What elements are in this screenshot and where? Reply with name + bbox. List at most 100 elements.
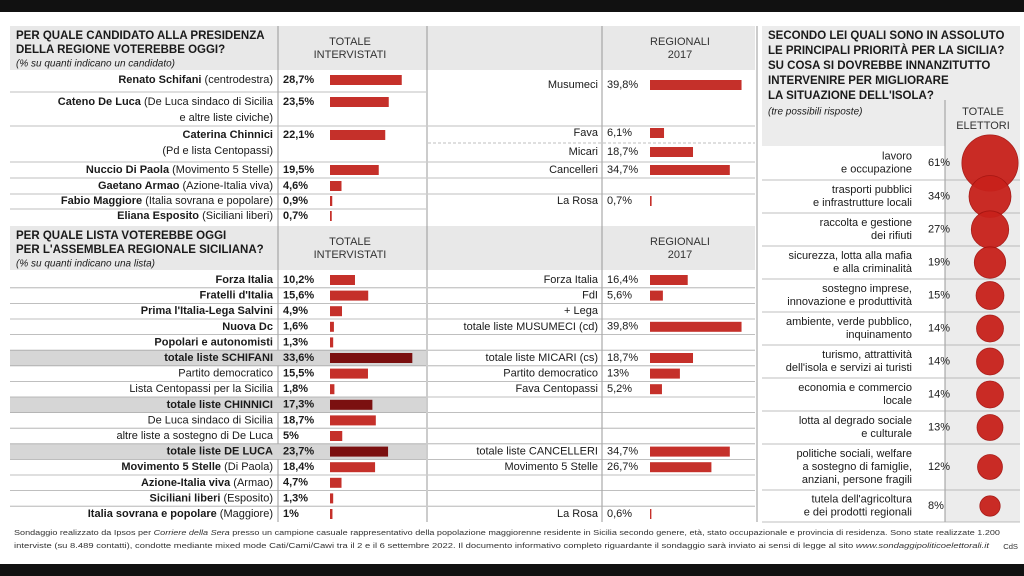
value-2017-label: 5,2% xyxy=(607,383,632,395)
row-label: Fratelli d'Italia xyxy=(199,290,273,302)
value-label: 0,7% xyxy=(283,210,308,222)
row-label-part: Fabio Maggiore xyxy=(61,195,142,207)
row-label-part: Popolari e autonomisti xyxy=(154,336,273,348)
column-header: REGIONALI xyxy=(650,236,710,248)
bar-2017 xyxy=(650,462,712,473)
value-label: 17,3% xyxy=(283,399,314,411)
value-2017-label: 18,7% xyxy=(607,146,638,158)
column-header: TOTALE xyxy=(329,236,371,248)
bar-2017 xyxy=(650,290,663,301)
row-2017-label: Fava Centopassi xyxy=(515,383,598,395)
column-header: ELETTORI xyxy=(956,120,1010,132)
priority-label: e culturale xyxy=(861,428,912,440)
bar xyxy=(330,165,379,175)
row-label-line2-part: (Pd e lista Centopassi) xyxy=(162,145,273,157)
priority-value-label: 12% xyxy=(928,461,950,473)
priority-label: lavoro xyxy=(882,150,912,162)
row-label-part: totale liste SCHIFANI xyxy=(164,352,273,364)
value-2017-label: 39,8% xyxy=(607,321,638,333)
priority-circle xyxy=(970,210,1010,249)
row-label: Nuova Dc xyxy=(222,321,273,333)
row-2017-label: Cancelleri xyxy=(549,164,598,176)
priority-label: dell'isola e servizi ai turisti xyxy=(786,362,912,374)
value-label: 1,3% xyxy=(283,336,308,348)
value-2017-label: 26,7% xyxy=(607,461,638,473)
bar-2017 xyxy=(650,128,665,138)
bar-2017 xyxy=(650,509,652,519)
row-label: Italia sovrana e popolare (Maggiore) xyxy=(88,508,273,520)
row-2017-label: totale liste MUSUMECI (cd) xyxy=(464,321,598,333)
priority-label: dei rifiuti xyxy=(871,230,912,242)
value-label: 23,5% xyxy=(283,96,314,108)
value-2017-label: 34,7% xyxy=(607,164,638,176)
value-2017-label: 13% xyxy=(607,368,629,380)
column-header: TOTALE xyxy=(329,36,371,48)
row-label: altre liste a sostegno di De Luca xyxy=(116,430,273,442)
priority-label: anziani, persone fragili xyxy=(802,474,912,486)
priority-circle xyxy=(976,347,1004,376)
row-label-part: Forza Italia xyxy=(216,274,274,286)
row-label: totale liste SCHIFANI xyxy=(164,352,273,364)
priorities-title: LE PRINCIPALI PRIORITÀ PER LA SICILIA? xyxy=(768,44,1004,57)
value-label: 10,2% xyxy=(283,274,314,286)
row-2017-label: totale liste CANCELLERI xyxy=(476,446,598,458)
value-label: 19,5% xyxy=(283,164,314,176)
row-2017-label-part: totale liste MUSUMECI (cd) xyxy=(464,321,598,333)
row-2017-label-part: Forza Italia xyxy=(544,274,599,286)
priority-label: politiche sociali, welfare xyxy=(796,448,912,460)
footer-line-part: interviste (su 8.489 contatti), condotte… xyxy=(14,541,856,550)
column-header: 2017 xyxy=(668,49,692,61)
value-2017-label: 6,1% xyxy=(607,127,632,139)
value-label: 28,7% xyxy=(283,74,314,86)
row-label-part: (Armao) xyxy=(230,477,273,489)
priority-circle xyxy=(976,414,1004,441)
section-header-bg xyxy=(10,26,755,70)
priority-value-label: 13% xyxy=(928,421,950,433)
row-2017-label-part: La Rosa xyxy=(557,508,599,520)
row-2017-label-line2: + Lega xyxy=(564,305,599,317)
row-label-part: (centrodestra) xyxy=(201,74,273,86)
value-2017-label: 5,6% xyxy=(607,290,632,302)
row-2017-label: Fava xyxy=(574,127,599,139)
value-2017-label: 0,6% xyxy=(607,508,632,520)
bar xyxy=(330,196,333,206)
section-title: PER QUALE LISTA VOTEREBBE OGGI xyxy=(16,230,226,242)
value-label: 1% xyxy=(283,508,299,520)
row-label: Gaetano Armao (Azione-Italia viva) xyxy=(98,180,273,192)
footer-line: interviste (su 8.489 contatti), condotte… xyxy=(14,541,990,550)
row-label-part: Caterina Chinnici xyxy=(183,129,273,141)
row-2017-label: La Rosa xyxy=(557,195,599,207)
bar-2017 xyxy=(650,446,730,457)
row-label: Azione-Italia viva (Armao) xyxy=(141,477,273,489)
row-label-part: De Luca sindaco di Sicilia xyxy=(148,414,274,426)
priority-label: locale xyxy=(883,395,912,407)
row-label: Prima l'Italia-Lega Salvini xyxy=(141,305,273,317)
section-title: DELLA REGIONE VOTEREBBE OGGI? xyxy=(16,44,225,56)
priority-label: economia e commercio xyxy=(798,382,912,394)
row-label: Forza Italia xyxy=(216,274,274,286)
row-label-part: Fratelli d'Italia xyxy=(199,290,273,302)
bar xyxy=(330,446,389,457)
priority-label: ambiente, verde pubblico, xyxy=(786,316,912,328)
row-label: Lista Centopassi per la Sicilia xyxy=(129,383,274,395)
row-2017-label-part: Fava xyxy=(574,127,599,139)
section-subtitle: (% su quanti indicano un candidato) xyxy=(16,59,175,70)
priority-label: e dei prodotti regionali xyxy=(804,506,912,518)
row-2017-label-part: Cancelleri xyxy=(549,164,598,176)
row-2017-label: Musumeci xyxy=(548,79,598,91)
column-header: TOTALE xyxy=(962,106,1004,118)
priority-label: e occupazione xyxy=(841,163,912,175)
bar-2017 xyxy=(650,368,680,379)
bar-2017 xyxy=(650,275,688,285)
row-label: Cateno De Luca (De Luca sindaco di Sicil… xyxy=(58,96,274,108)
value-2017-label: 0,7% xyxy=(607,195,632,207)
bar xyxy=(330,477,342,488)
value-label: 5% xyxy=(283,430,299,442)
row-2017-label-part: Musumeci xyxy=(548,79,598,91)
bar xyxy=(330,384,335,395)
row-label-part: Lista Centopassi per la Sicilia xyxy=(129,383,274,395)
row-2017-label: La Rosa xyxy=(557,508,599,520)
bar xyxy=(330,353,413,363)
row-label-part: (Azione-Italia viva) xyxy=(179,180,273,192)
total-row-bg xyxy=(10,396,426,413)
